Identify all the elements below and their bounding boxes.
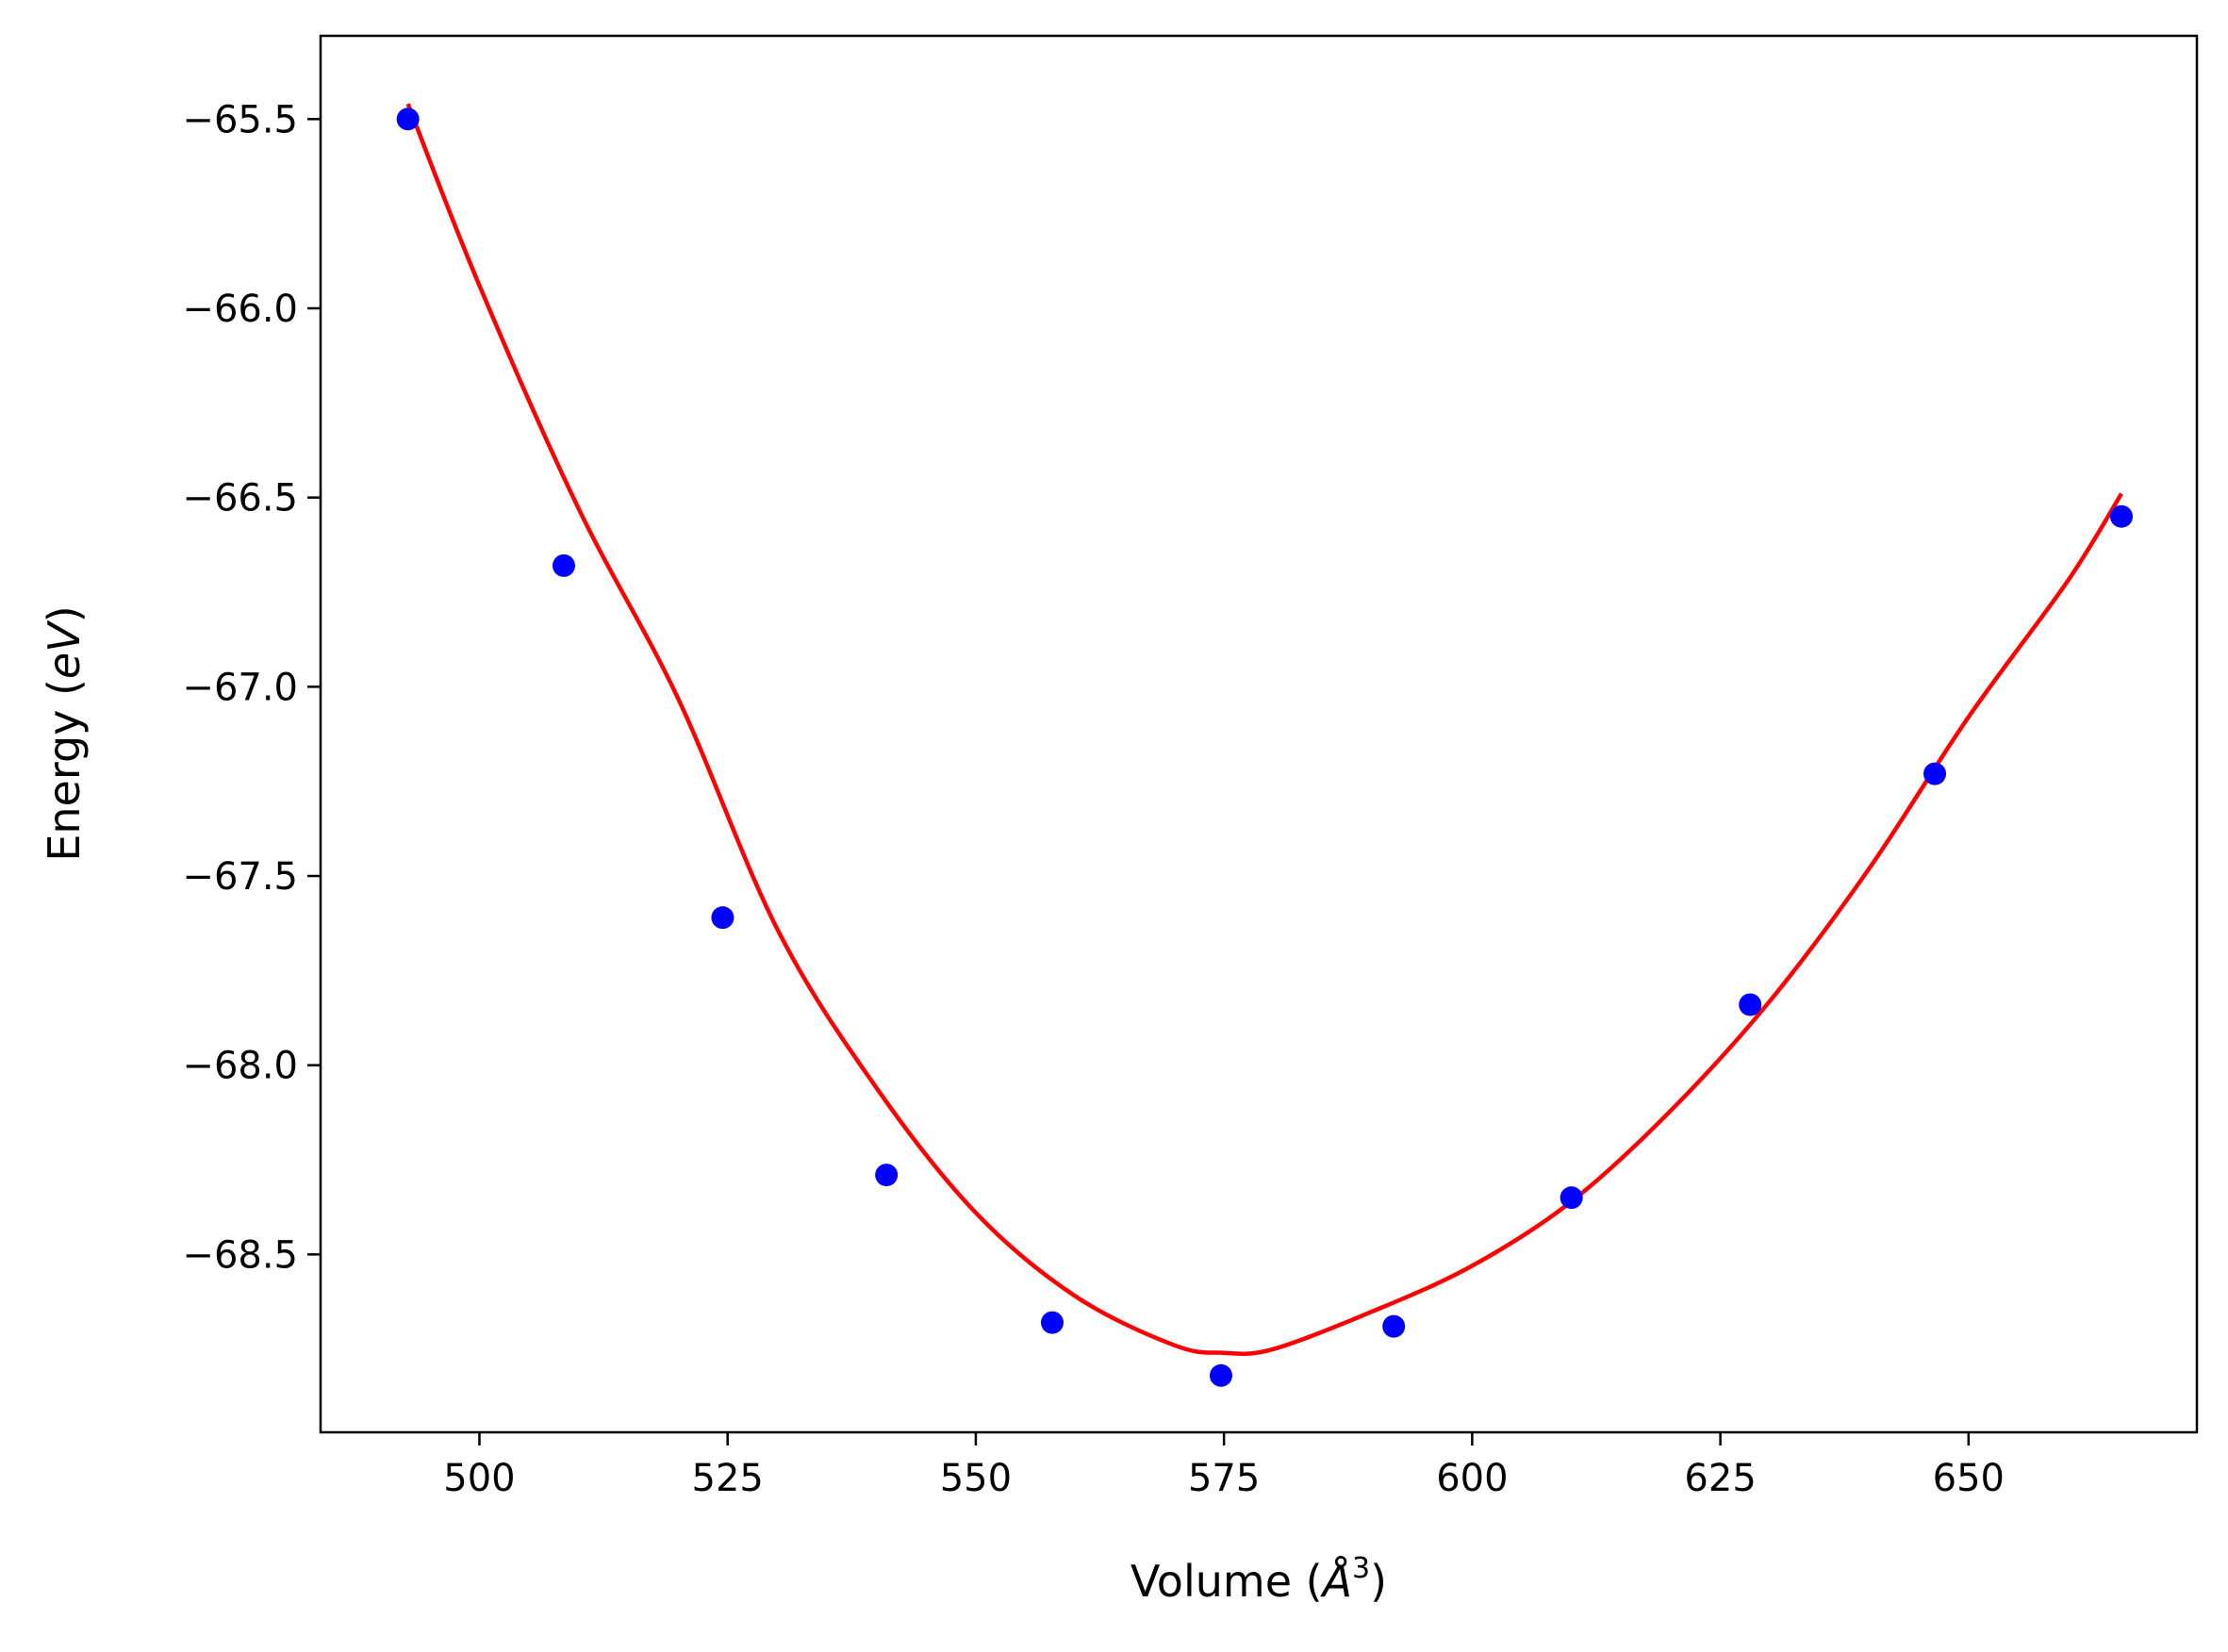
x-axis-label: Volume (Å3) <box>1131 1552 1387 1607</box>
y-tick-label: −66.0 <box>182 288 298 331</box>
data-point <box>711 906 734 930</box>
x-tick-label: 525 <box>692 1457 764 1500</box>
y-tick-label: −65.5 <box>182 98 298 141</box>
data-point <box>552 553 575 577</box>
data-point <box>1560 1186 1583 1210</box>
y-axis-label-suffix: ) <box>39 605 90 622</box>
data-point <box>396 107 420 131</box>
y-tick-label: −68.0 <box>182 1045 298 1088</box>
x-axis-label-suffix: ) <box>1370 1556 1387 1607</box>
data-point <box>1209 1363 1232 1387</box>
fit-curve-line <box>405 103 2123 1356</box>
x-tick-label: 550 <box>940 1457 1012 1500</box>
plot-area <box>321 36 2197 1432</box>
x-axis-ticks: 500 525 550 575 600 625 650 <box>443 1432 2005 1500</box>
y-axis-ticks: −65.5 −66.0 −66.5 −67.0 −67.5 −68.0 −68.5 <box>182 98 321 1277</box>
x-axis-label-unit: Å <box>1320 1556 1352 1607</box>
x-tick-label: 575 <box>1188 1457 1260 1500</box>
x-axis-label-power: 3 <box>1352 1552 1370 1585</box>
y-axis-label: Energy (eV) <box>39 605 90 861</box>
data-point <box>875 1164 899 1187</box>
series-layer <box>396 103 2133 1387</box>
y-tick-label: −66.5 <box>182 477 298 520</box>
y-axis-label-unit: eV <box>39 620 90 679</box>
x-axis-label-prefix: Volume ( <box>1131 1556 1323 1607</box>
y-tick-label: −67.0 <box>182 666 298 709</box>
x-tick-label: 625 <box>1684 1457 1756 1500</box>
y-tick-label: −68.5 <box>182 1233 298 1277</box>
data-point <box>1040 1311 1064 1334</box>
data-point <box>2109 504 2133 528</box>
x-tick-label: 650 <box>1933 1457 2005 1500</box>
plot-frame <box>319 34 2199 1434</box>
data-point <box>1923 762 1947 785</box>
x-tick-label: 600 <box>1436 1457 1508 1500</box>
data-point <box>1739 993 1762 1016</box>
data-point <box>1382 1314 1406 1338</box>
x-tick-label: 500 <box>443 1457 515 1500</box>
y-axis-label-prefix: Energy ( <box>39 679 90 862</box>
y-tick-label: −67.5 <box>182 855 298 899</box>
